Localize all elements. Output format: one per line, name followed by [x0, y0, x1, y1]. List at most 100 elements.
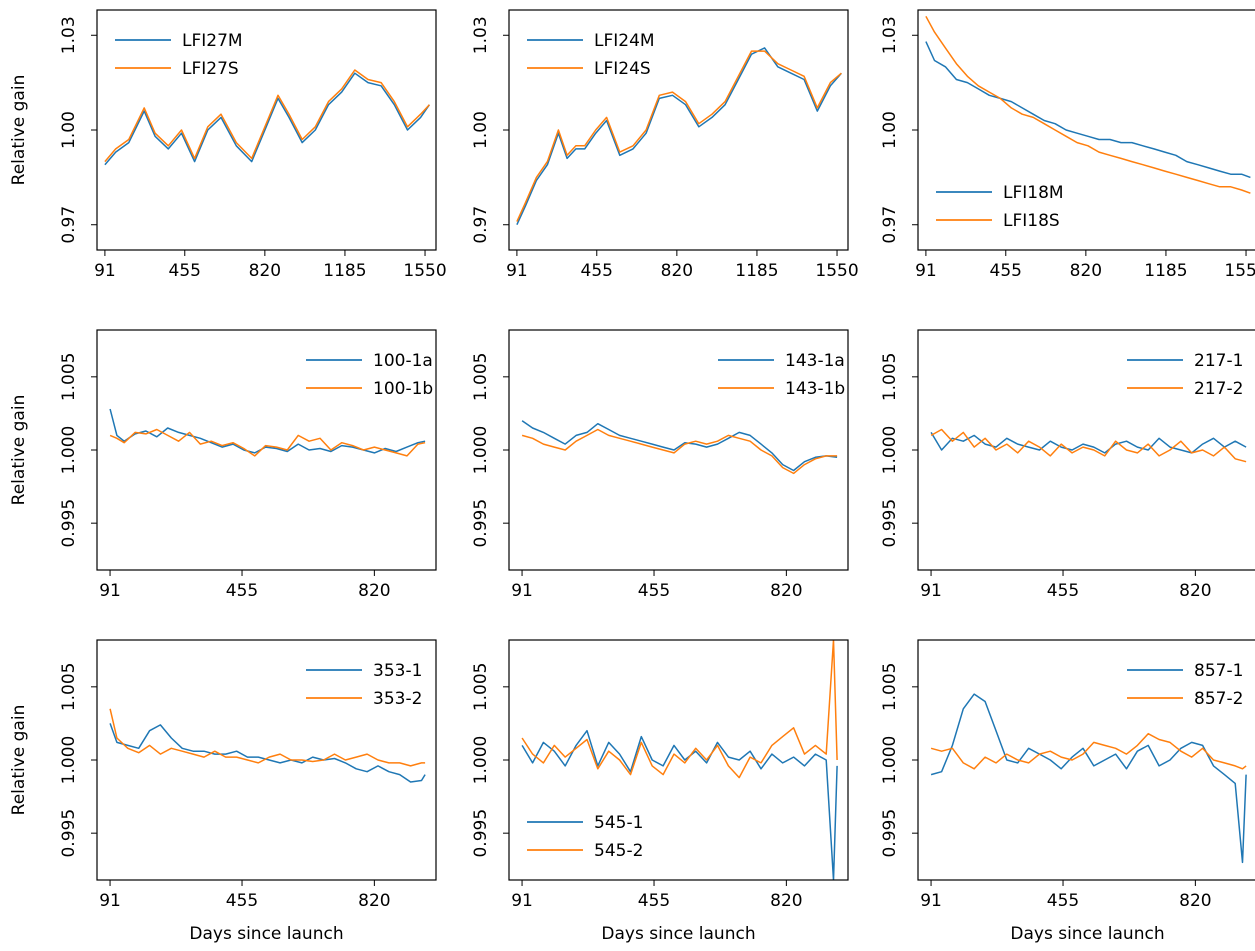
series-line-857-1 [930, 693, 1247, 864]
series-line-LFI24S [516, 50, 842, 222]
legend-label: 857-2 [1194, 689, 1243, 709]
x-tick-label: 91 [920, 581, 942, 601]
y-tick-label: 1.005 [880, 352, 900, 401]
legend: 217-1 217-2 [1127, 351, 1243, 399]
x-tick-label: 820 [1179, 891, 1211, 911]
x-axis-label: Days since launch [601, 924, 755, 944]
legend-label: LFI24M [594, 31, 655, 51]
x-tick-label: 820 [770, 581, 802, 601]
x-tick-label: 455 [226, 891, 258, 911]
legend-label: LFI27S [182, 59, 239, 79]
x-tick-label: 1185 [323, 261, 366, 281]
x-tick-label: 1550 [815, 261, 858, 281]
y-tick-label: 0.995 [471, 499, 491, 548]
panel-4: 91 455 820 0.995 1.000 1.005 Relative gain 100-… [9, 329, 437, 601]
x-axis-label: Days since launch [189, 924, 343, 944]
legend-label: 353-2 [373, 689, 422, 709]
legend-label: 217-1 [1194, 351, 1243, 371]
series-line-545-2 [521, 640, 838, 779]
y-tick-label: 1.000 [471, 426, 491, 475]
x-tick-label: 820 [661, 261, 693, 281]
series-line-LFI18S [925, 15, 1251, 194]
x-tick-label: 455 [638, 891, 670, 911]
series-line-353-2 [109, 708, 426, 767]
legend: 143-1a 143-1b [718, 351, 845, 399]
x-tick-label: 455 [638, 581, 670, 601]
y-tick-label: 0.995 [59, 809, 79, 858]
series-line-143-1b [521, 428, 838, 475]
x-tick-label: 455 [226, 581, 258, 601]
y-axis-label: Relative gain [9, 395, 29, 506]
x-tick-label: 91 [915, 261, 937, 281]
y-tick-label: 0.995 [471, 809, 491, 858]
series-line-100-1b [109, 428, 426, 457]
panel-9: 91 455 820 0.995 1.000 1.005 Days since launch… [880, 639, 1255, 944]
series-line-857-2 [930, 732, 1247, 770]
legend-label: 353-1 [373, 661, 422, 681]
legend-label: LFI24S [594, 59, 651, 79]
legend: LFI18M LFI18S [936, 183, 1064, 231]
y-tick-label: 1.005 [471, 352, 491, 401]
y-tick-label: 1.03 [59, 16, 79, 54]
legend-label: LFI18S [1003, 211, 1060, 231]
series-line-545-1 [521, 729, 838, 880]
y-tick-label: 1.005 [59, 662, 79, 711]
series-line-LFI27S [104, 69, 430, 163]
series-line-217-2 [930, 428, 1247, 463]
axes-frame [508, 9, 849, 251]
legend: 545-1 545-2 [527, 813, 643, 861]
x-tick-label: 91 [511, 581, 533, 601]
x-tick-label: 91 [511, 891, 533, 911]
x-tick-label: 455 [1047, 581, 1079, 601]
x-tick-label: 820 [358, 891, 390, 911]
series-line-353-1 [109, 723, 426, 783]
x-tick-label: 91 [920, 891, 942, 911]
series-line-LFI24M [516, 47, 842, 226]
x-tick-label: 91 [94, 261, 116, 281]
legend-label: LFI27M [182, 31, 243, 51]
y-tick-label: 1.005 [59, 352, 79, 401]
y-tick-label: 1.00 [880, 111, 900, 149]
legend-label: LFI18M [1003, 183, 1064, 203]
series-line-143-1a [521, 420, 838, 472]
y-tick-label: 1.03 [880, 16, 900, 54]
x-tick-label: 1550 [403, 261, 446, 281]
y-tick-label: 1.000 [59, 426, 79, 475]
panel-1: 91 455 820 1185 1550 0.97 1.00 1.03 Relative gai… [9, 9, 447, 281]
legend-label: 545-1 [594, 813, 643, 833]
x-tick-label: 820 [770, 891, 802, 911]
x-tick-label: 455 [581, 261, 613, 281]
legend-label: 545-2 [594, 841, 643, 861]
y-tick-label: 1.000 [59, 736, 79, 785]
legend: LFI24M LFI24S [527, 31, 655, 79]
y-axis-label: Relative gain [9, 75, 29, 186]
y-axis-label: Relative gain [9, 705, 29, 816]
panel-7: 91 455 820 0.995 1.000 1.005 Relative gain Days… [9, 639, 437, 944]
panel-3: 91 455 820 1185 1550 0.97 1.00 1.03 LFI18M LFI18S [880, 9, 1255, 281]
legend-label: 143-1b [785, 379, 845, 399]
legend: 857-1 857-2 [1127, 661, 1243, 709]
x-tick-label: 455 [1047, 891, 1079, 911]
legend-label: 100-1b [373, 379, 433, 399]
x-tick-label: 91 [506, 261, 528, 281]
series-line-100-1a [109, 408, 426, 454]
y-tick-label: 0.995 [880, 499, 900, 548]
y-tick-label: 1.00 [59, 111, 79, 149]
y-tick-label: 1.000 [471, 736, 491, 785]
x-tick-label: 820 [1179, 581, 1211, 601]
x-tick-label: 455 [169, 261, 201, 281]
series-line-217-1 [930, 432, 1247, 454]
x-tick-label: 91 [99, 581, 121, 601]
x-tick-label: 1550 [1224, 261, 1255, 281]
y-tick-label: 0.995 [880, 809, 900, 858]
x-tick-label: 820 [1070, 261, 1102, 281]
axes-frame [96, 9, 437, 251]
y-tick-label: 0.97 [880, 206, 900, 244]
series-line-LFI18M [925, 41, 1251, 179]
x-tick-label: 820 [249, 261, 281, 281]
y-tick-label: 1.005 [471, 662, 491, 711]
y-tick-label: 1.005 [880, 662, 900, 711]
y-tick-label: 1.000 [880, 426, 900, 475]
panel-6: 91 455 820 0.995 1.000 1.005 217-1 217-2 [880, 329, 1255, 601]
